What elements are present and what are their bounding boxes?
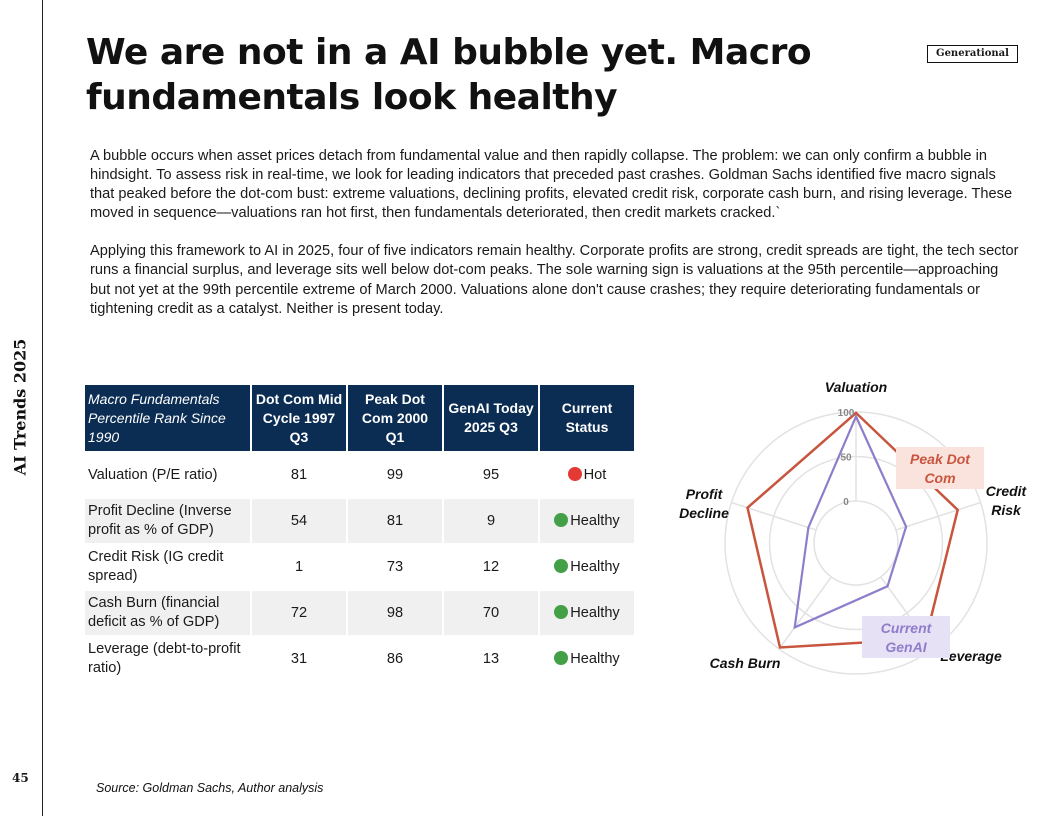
radar-series-peak-dotcom bbox=[746, 411, 960, 649]
paragraph-intro: A bubble occurs when asset prices detach… bbox=[90, 148, 1013, 222]
legend-label: Current GenAI bbox=[881, 620, 933, 655]
cell-dotcom-mid: 31 bbox=[290, 650, 308, 667]
row-label: Credit Risk (IG credit spread) bbox=[88, 549, 224, 584]
side-rule bbox=[42, 0, 43, 816]
header-dotcom-mid: Dot Com Mid Cycle 1997 Q3 bbox=[252, 385, 346, 451]
cell-peak-dotcom: 99 bbox=[386, 466, 404, 483]
radar-axis-label: Cash Burn bbox=[710, 655, 781, 671]
cell-dotcom-mid: 1 bbox=[294, 558, 304, 575]
radar-tick-label: 100 bbox=[838, 408, 855, 419]
status-dot-icon bbox=[554, 512, 569, 527]
status-label: Healthy bbox=[570, 604, 620, 621]
macro-fundamentals-table: Macro Fundamentals Percentile Rank Since… bbox=[83, 383, 636, 683]
cell-dotcom-mid: 54 bbox=[252, 499, 346, 543]
status-cell: Hot bbox=[540, 453, 634, 497]
status-cell: Healthy bbox=[540, 545, 634, 589]
radar-axis-label: Profit Decline bbox=[679, 486, 729, 521]
status-cell: Healthy bbox=[540, 591, 634, 635]
side-title: AI Trends 2025 bbox=[10, 338, 30, 476]
radar-series-current-genai bbox=[793, 413, 908, 630]
legend-box bbox=[862, 616, 950, 658]
header-status: Current Status bbox=[540, 385, 634, 451]
header-peak-dotcom: Peak Dot Com 2000 Q1 bbox=[348, 385, 442, 451]
status-dot-icon bbox=[567, 466, 582, 481]
cell-peak-dotcom: 81 bbox=[348, 499, 442, 543]
cell-peak-dotcom: 86 bbox=[386, 650, 404, 667]
radar-tick-label: 0 bbox=[843, 497, 849, 508]
table-row: Credit Risk (IG credit spread) 1 73 12 H… bbox=[85, 545, 634, 589]
table-header-row: Macro Fundamentals Percentile Rank Since… bbox=[85, 385, 634, 451]
radar-grid-ring bbox=[813, 500, 899, 586]
status-label: Healthy bbox=[570, 512, 620, 529]
status-dot-icon bbox=[554, 558, 569, 573]
source-note: Source: Goldman Sachs, Author analysis bbox=[96, 781, 324, 795]
status-label: Healthy bbox=[570, 558, 620, 575]
cell-genai-today: 9 bbox=[444, 499, 538, 543]
table-row: Profit Decline (Inverse profit as % of G… bbox=[85, 499, 634, 543]
status-cell: Healthy bbox=[540, 637, 634, 681]
radar-spoke bbox=[778, 576, 832, 650]
cell-genai-today: 95 bbox=[482, 466, 500, 483]
header-genai-today: GenAI Today 2025 Q3 bbox=[444, 385, 538, 451]
status-dot-icon bbox=[554, 650, 569, 665]
cell-dotcom-mid: 72 bbox=[252, 591, 346, 635]
radar-axis-label: Leverage bbox=[940, 648, 1002, 664]
cell-genai-today: 13 bbox=[482, 650, 500, 667]
cell-genai-today: 12 bbox=[482, 558, 500, 575]
row-label: Cash Burn (financial deficit as % of GDP… bbox=[85, 591, 250, 635]
table-row: Leverage (debt-to-profit ratio) 31 86 13… bbox=[85, 637, 634, 681]
cell-genai-today: 70 bbox=[444, 591, 538, 635]
radar-spoke bbox=[731, 501, 817, 531]
table-row: Cash Burn (financial deficit as % of GDP… bbox=[85, 591, 634, 635]
row-label: Profit Decline (Inverse profit as % of G… bbox=[85, 499, 250, 543]
legend-box bbox=[896, 447, 984, 489]
status-label: Healthy bbox=[570, 650, 620, 667]
row-label: Valuation (P/E ratio) bbox=[88, 466, 218, 483]
radar-chart: 0 50 100 Valuation Credit Risk Leverage Cash Bu… bbox=[679, 379, 1028, 675]
page-title: We are not in a AI bubble yet. Macro fun… bbox=[86, 32, 812, 118]
radar-spoke bbox=[895, 501, 981, 531]
legend-label: Peak Dot Com bbox=[910, 451, 971, 486]
radar-axis-label: Credit Risk bbox=[986, 483, 1028, 518]
category-badge: Generational bbox=[927, 45, 1018, 63]
cell-peak-dotcom: 73 bbox=[386, 558, 404, 575]
page-number: 45 bbox=[12, 771, 29, 785]
table-row: Valuation (P/E ratio) 81 99 95 Hot bbox=[85, 453, 634, 497]
cell-peak-dotcom: 98 bbox=[348, 591, 442, 635]
paragraph-framework: Applying this framework to AI in 2025, f… bbox=[90, 243, 1019, 317]
status-dot-icon bbox=[554, 604, 569, 619]
header-indicator: Macro Fundamentals Percentile Rank Since… bbox=[85, 385, 250, 451]
body-text: A bubble occurs when asset prices detach… bbox=[90, 147, 1020, 338]
row-label: Leverage (debt-to-profit ratio) bbox=[88, 641, 241, 676]
status-label: Hot bbox=[583, 466, 607, 483]
radar-axis-label: Valuation bbox=[825, 379, 888, 395]
radar-tick-label: 50 bbox=[840, 453, 852, 464]
status-cell: Healthy bbox=[540, 499, 634, 543]
cell-dotcom-mid: 81 bbox=[290, 466, 308, 483]
